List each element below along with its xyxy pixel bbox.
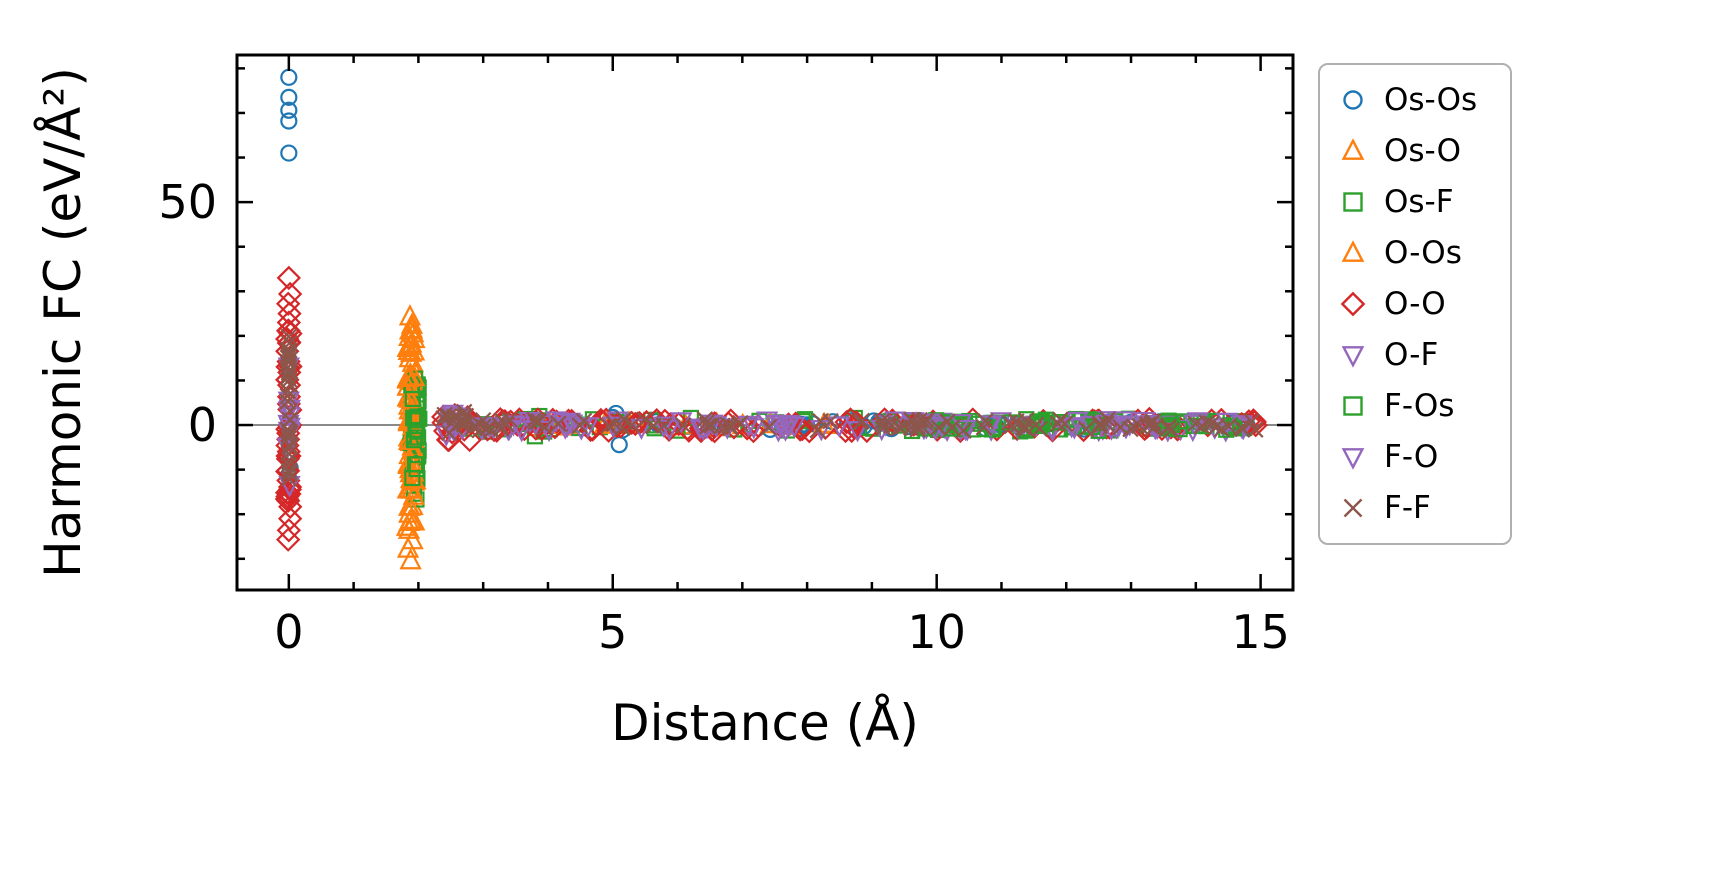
x-axis-label: Distance (Å) (611, 694, 919, 752)
x-tick-label: 0 (274, 605, 303, 659)
circle-icon (1343, 90, 1363, 110)
legend-item-os-f: Os-F (1334, 177, 1500, 227)
legend-item-label: F-O (1384, 438, 1439, 475)
x-tick-label: 15 (1231, 605, 1290, 659)
legend-item-f-f: F-F (1334, 483, 1500, 533)
x-tick-label: 5 (598, 605, 627, 659)
legend: Os-Os Os-O Os-F O-Os O-O O-F F-Os F-O F-F (1318, 63, 1512, 545)
legend-item-label: O-F (1384, 336, 1439, 373)
series-os-f (402, 370, 1254, 508)
triangle-down-icon (1341, 346, 1365, 368)
y-axis-label: Harmonic FC (eV/Å²) (34, 67, 92, 578)
legend-item-label: O-Os (1384, 234, 1462, 271)
legend-item-label: Os-O (1384, 132, 1462, 169)
legend-item-os-os: Os-Os (1334, 75, 1500, 125)
series-f-f (279, 328, 1264, 487)
legend-item-label: F-F (1384, 489, 1431, 526)
y-tick-label: 50 (158, 175, 217, 229)
legend-item-o-o: O-O (1334, 279, 1500, 329)
x-tick-label: 10 (907, 605, 966, 659)
legend-item-label: O-O (1384, 285, 1446, 322)
axes: 0 5 10 15 0 50 (158, 53, 1295, 659)
triangle-down-icon (1341, 448, 1365, 470)
legend-item-f-os: F-Os (1334, 381, 1500, 431)
legend-item-label: Os-F (1384, 183, 1454, 220)
legend-item-o-os: O-Os (1334, 228, 1500, 278)
y-tick-label: 0 (188, 398, 217, 452)
diamond-icon (1340, 291, 1366, 317)
legend-item-o-f: O-F (1334, 330, 1500, 380)
square-icon (1343, 192, 1363, 212)
square-icon (1343, 396, 1363, 416)
legend-item-os-o: Os-O (1334, 126, 1500, 176)
triangle-up-icon (1341, 138, 1365, 160)
legend-item-f-o: F-O (1334, 432, 1500, 482)
triangle-up-icon (1341, 240, 1365, 262)
legend-item-label: Os-Os (1384, 81, 1478, 118)
data-points (274, 68, 1268, 570)
x-icon (1343, 498, 1363, 518)
plot-border (235, 53, 1295, 592)
legend-item-label: F-Os (1384, 387, 1455, 424)
